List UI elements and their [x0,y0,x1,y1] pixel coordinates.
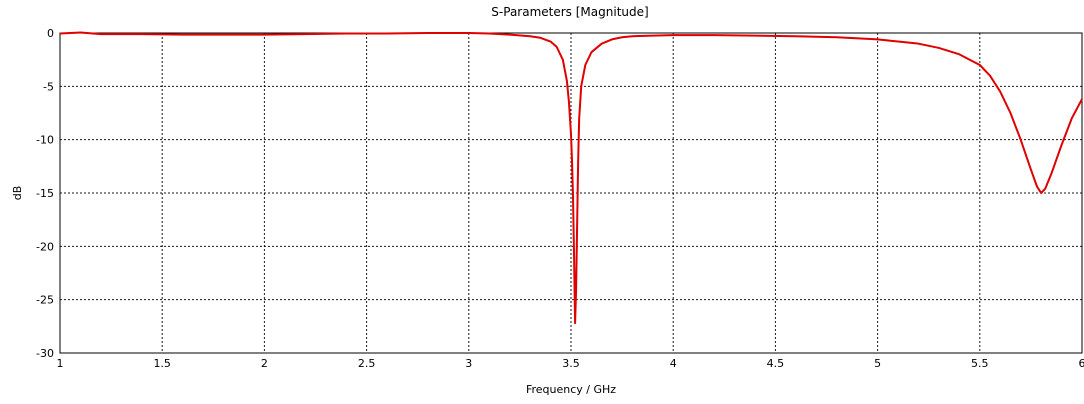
plot-frame [59,32,1083,354]
y-tick-label: -5 [43,80,54,93]
chart-title: S-Parameters [Magnitude] [491,5,648,19]
grid-lines [60,33,1082,353]
series-layer [59,31,1083,325]
x-tick-label: 3 [465,357,472,370]
x-tick-label: 2.5 [358,357,376,370]
y-tick-label: -20 [36,240,54,253]
y-tick-label: -15 [36,187,54,200]
y-tick-label: 0 [47,27,54,40]
x-tick-label: 1.5 [153,357,171,370]
y-axis-label: dB [11,186,24,201]
x-tick-label: 3.5 [562,357,580,370]
y-tick-labels: 0 -5 -10 -15 -20 -25 -30 [36,27,54,360]
x-tick-label: 4 [670,357,677,370]
x-axis-label: Frequency / GHz [526,383,616,396]
y-tick-label: -25 [36,294,54,307]
x-tick-labels: 1 1.5 2 2.5 3 3.5 4 4.5 5 5.5 6 [57,357,1084,370]
x-tick-label: 5.5 [971,357,989,370]
y-tick-label: -30 [36,347,54,360]
series-line [59,31,1083,325]
x-tick-label: 5 [874,357,881,370]
y-tick-label: -10 [36,134,54,147]
x-tick-label: 6 [1079,357,1084,370]
x-tick-label: 1 [57,357,64,370]
x-tick-label: 4.5 [767,357,785,370]
x-tick-label: 2 [261,357,268,370]
